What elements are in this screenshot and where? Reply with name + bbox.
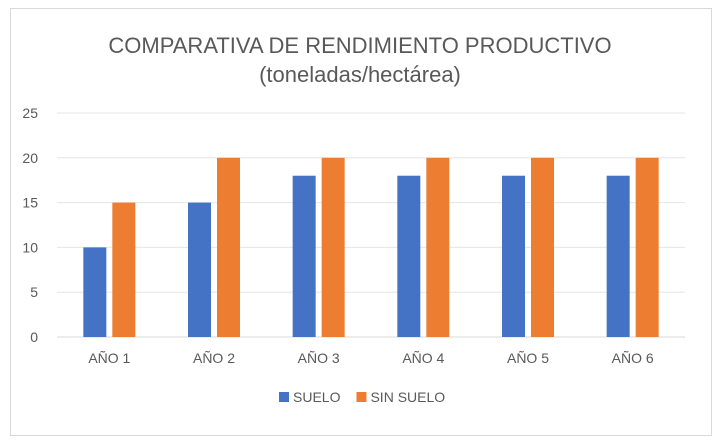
bar-sin-suelo [217, 157, 240, 337]
bar-suelo [502, 175, 525, 337]
bar-suelo [397, 175, 421, 337]
bar-suelo [292, 175, 316, 337]
bar-sin-suelo [321, 157, 345, 337]
bar-sin-suelo [426, 157, 450, 337]
bar-suelo [606, 175, 630, 337]
y-tick-label: 25 [22, 105, 38, 121]
y-tick-label: 20 [22, 150, 38, 166]
y-tick-label: 5 [30, 284, 38, 300]
legend-label: SUELO [293, 389, 341, 405]
x-tick-label: AÑO 4 [402, 350, 444, 366]
bar-sin-suelo [635, 157, 659, 337]
x-tick-label: AÑO 1 [88, 350, 130, 366]
bar-sin-suelo [531, 157, 554, 337]
legend-label: SIN SUELO [370, 389, 445, 405]
legend-swatch [279, 392, 289, 402]
legend-swatch [356, 392, 367, 402]
bar-suelo [188, 202, 211, 337]
x-tick-label: AÑO 2 [193, 350, 235, 366]
y-tick-label: 10 [22, 239, 38, 255]
x-tick-label: AÑO 3 [298, 350, 340, 366]
bar-sin-suelo [112, 202, 136, 337]
x-tick-label: AÑO 5 [507, 350, 549, 366]
chart-title: COMPARATIVA DE RENDIMIENTO PRODUCTIVO [108, 33, 611, 58]
chart-subtitle: (toneladas/hectárea) [259, 62, 461, 87]
bar-suelo [83, 247, 107, 337]
y-tick-label: 15 [22, 195, 38, 211]
x-tick-label: AÑO 6 [612, 350, 654, 366]
y-tick-label: 0 [30, 329, 38, 345]
